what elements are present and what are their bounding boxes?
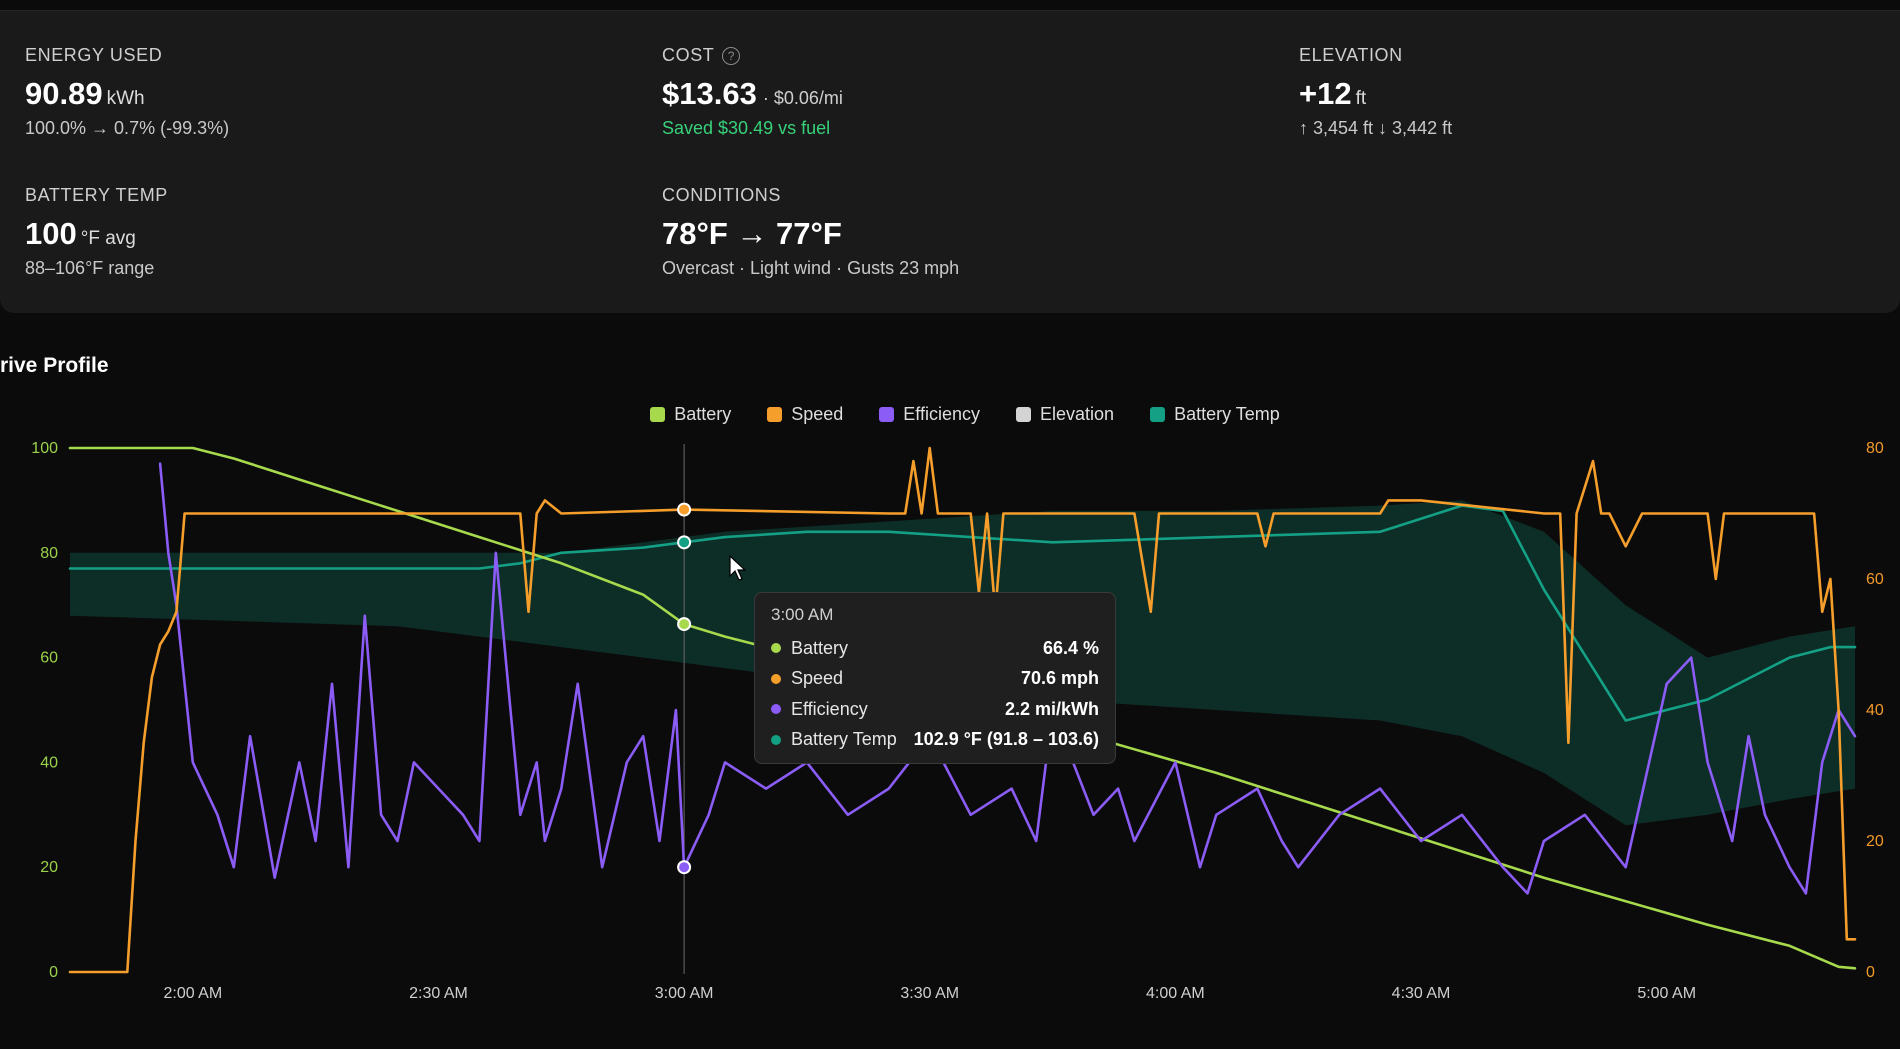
left-axis-tick: 0: [49, 964, 58, 981]
chart-tooltip: 3:00 AM Battery 66.4 % Speed 70.6 mph Effi…: [754, 592, 1116, 764]
right-axis-tick: 80: [1866, 440, 1884, 457]
legend-battery-temp[interactable]: Battery Temp: [1150, 404, 1280, 425]
cost-savings: Saved $30.49 vs fuel: [662, 118, 831, 138]
legend-efficiency[interactable]: Efficiency: [879, 404, 980, 425]
tooltip-row-battery-temp: Battery Temp 102.9 °F (91.8 – 103.6): [771, 725, 1099, 756]
elevation-label: ELEVATION: [1299, 45, 1403, 65]
conditions-sub: Overcast · Light wind · Gusts 23 mph: [662, 258, 960, 278]
tooltip-row-efficiency: Efficiency 2.2 mi/kWh: [771, 694, 1099, 725]
conditions-value: 78°F → 77°F: [662, 216, 842, 251]
energy-used-stat: ENERGY USED 90.89 kWh 100.0% → 0.7% (-99.…: [25, 45, 229, 139]
tooltip-speed-dot: [771, 673, 781, 684]
x-axis-tick: 2:30 AM: [409, 985, 468, 1002]
elevation-value: +12 ft: [1299, 76, 1367, 111]
legend-elevation-swatch: [1016, 407, 1031, 422]
battery-temp-value: 100 °F avg: [25, 216, 136, 251]
battery-temp-label: BATTERY TEMP: [25, 185, 168, 205]
energy-used-sub: 100.0% → 0.7% (-99.3%): [25, 118, 230, 138]
cost-value: $13.63 · $0.06/mi: [662, 76, 843, 111]
battery-temp-sub: 88–106°F range: [25, 258, 155, 278]
conditions-stat: CONDITIONS 78°F → 77°F Overcast · Light …: [662, 185, 959, 279]
right-axis-tick: 20: [1866, 833, 1884, 850]
right-axis-tick: 0: [1866, 964, 1875, 981]
left-axis-tick: 80: [40, 545, 58, 562]
legend-speed[interactable]: Speed: [767, 404, 843, 425]
left-axis-tick: 60: [40, 650, 58, 667]
help-icon[interactable]: ?: [722, 46, 741, 65]
x-axis-tick: 3:30 AM: [900, 985, 959, 1002]
right-axis-tick: 40: [1866, 702, 1884, 719]
legend-battery[interactable]: Battery: [650, 404, 731, 425]
tooltip-time: 3:00 AM: [771, 605, 834, 624]
energy-used-label: ENERGY USED: [25, 45, 163, 65]
tooltip-row-battery: Battery 66.4 %: [771, 633, 1099, 664]
series-line-speed: [68, 446, 1857, 974]
cost-label: COST?: [662, 45, 843, 66]
left-axis-tick: 20: [40, 859, 58, 876]
mouse-pointer-icon: [729, 554, 747, 581]
tooltip-battery-temp-dot: [771, 734, 781, 745]
tooltip-battery-dot: [771, 643, 781, 654]
hover-point-battery: [677, 617, 692, 632]
hover-point-battery-temp: [677, 535, 692, 550]
hover-point-speed: [677, 502, 692, 517]
x-axis-tick: 2:00 AM: [163, 985, 222, 1002]
right-axis-tick: 60: [1866, 571, 1884, 588]
x-axis-tick: 4:00 AM: [1146, 985, 1205, 1002]
x-axis-tick: 3:00 AM: [655, 985, 714, 1002]
left-axis-tick: 40: [40, 754, 58, 771]
left-axis-tick: 100: [31, 440, 58, 457]
drive-profile-title: rive Profile: [0, 354, 109, 377]
series-line-battery-temp: [68, 504, 1857, 722]
hover-point-efficiency: [677, 860, 692, 875]
legend-battery-swatch: [650, 407, 666, 422]
x-axis-tick: 4:30 AM: [1392, 985, 1451, 1002]
tooltip-efficiency-dot: [771, 704, 781, 715]
trip-stats-panel: ENERGY USED 90.89 kWh 100.0% → 0.7% (-99.…: [0, 10, 1900, 313]
legend-efficiency-swatch: [879, 407, 895, 422]
tooltip-row-speed: Speed 70.6 mph: [771, 664, 1099, 695]
chart-legend: Battery Speed Efficiency Elevation Batte…: [0, 404, 1900, 425]
legend-battery-temp-swatch: [1150, 407, 1166, 422]
cost-stat: COST? $13.63 · $0.06/mi Saved $30.49 vs f…: [662, 45, 843, 139]
series-line-battery: [68, 446, 1857, 970]
energy-used-value: 90.89 kWh: [25, 76, 145, 111]
legend-speed-swatch: [767, 407, 783, 422]
elevation-stat: ELEVATION +12 ft ↑ 3,454 ft ↓ 3,442 ft: [1299, 45, 1452, 139]
legend-elevation[interactable]: Elevation: [1016, 404, 1114, 425]
elevation-sub: ↑ 3,454 ft ↓ 3,442 ft: [1299, 118, 1453, 138]
conditions-label: CONDITIONS: [662, 185, 782, 205]
x-axis-tick: 5:00 AM: [1637, 985, 1696, 1002]
battery-temp-stat: BATTERY TEMP 100 °F avg 88–106°F range: [25, 185, 168, 279]
